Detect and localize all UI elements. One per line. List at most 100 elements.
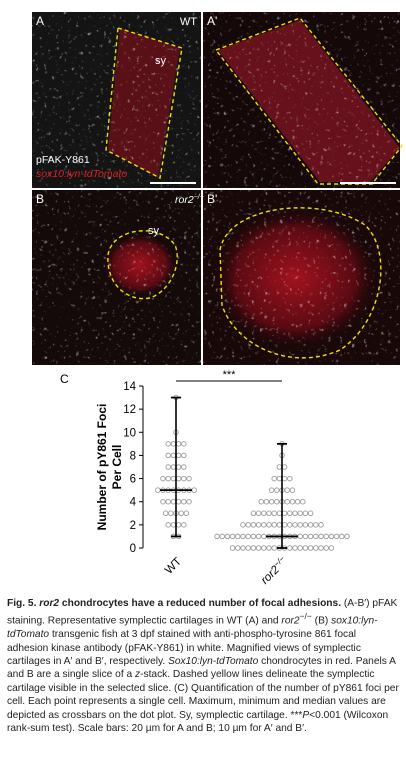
dot	[261, 533, 267, 540]
dot	[287, 475, 293, 482]
y-tick-label: 12	[123, 404, 136, 416]
dot	[307, 545, 314, 551]
caption-text: Fig. 5.	[7, 598, 40, 609]
dot	[302, 510, 309, 517]
dot	[292, 522, 298, 528]
genotype-name: ror2	[175, 194, 194, 206]
caption-text: chondrocytes have a reduced number of fo…	[59, 598, 342, 609]
dot	[268, 487, 275, 493]
dot	[300, 498, 306, 505]
x-tick-label: ror2−/−	[258, 554, 291, 587]
dot	[175, 452, 182, 459]
dot	[175, 475, 182, 482]
dot	[276, 464, 283, 470]
dot	[175, 498, 182, 505]
dot	[292, 510, 298, 517]
caption-text: ror2	[39, 598, 60, 609]
dot	[229, 545, 236, 551]
y-tick-label: 10	[123, 427, 136, 439]
panel-label: B	[36, 192, 44, 206]
dot	[276, 475, 283, 482]
dot	[250, 522, 257, 528]
genotype: WT	[180, 16, 197, 28]
caption-title: Fig. 5. ror2 chondrocytes have a reduced…	[7, 598, 341, 609]
dot	[175, 441, 182, 447]
dot	[170, 522, 177, 528]
dot	[165, 522, 171, 528]
dot	[219, 533, 225, 540]
dot	[170, 498, 177, 505]
dot	[245, 522, 251, 528]
dot	[240, 533, 246, 540]
y-tick-label: 14	[123, 381, 136, 393]
dot	[250, 510, 257, 517]
dot	[313, 522, 319, 528]
panel-label: A'	[207, 14, 217, 28]
dot	[323, 533, 329, 540]
dot	[281, 475, 288, 482]
dot	[297, 545, 303, 551]
dot	[168, 510, 174, 517]
dot	[160, 475, 166, 482]
dot	[297, 522, 303, 528]
dot-plot: C Number of pY861 Foci Per Cell 0 2 4 6 8 10 1…	[60, 369, 350, 587]
dot	[181, 522, 187, 528]
dot	[229, 533, 236, 540]
dot	[186, 475, 192, 482]
dot	[339, 533, 345, 540]
dot	[307, 533, 314, 540]
dot	[214, 533, 220, 540]
dot	[287, 522, 293, 528]
dot	[258, 498, 264, 505]
dot	[284, 498, 290, 505]
dot	[183, 510, 190, 517]
transgene-label: sox10:lyn-tdTomato	[36, 168, 127, 180]
dot	[250, 533, 257, 540]
dot	[297, 533, 303, 540]
dot	[261, 510, 267, 517]
dot	[181, 452, 187, 459]
dot	[268, 498, 275, 505]
micrographs: A WT sy A' pFAK-Y861 sox10:lyn-tdTomato …	[32, 12, 403, 365]
dot	[165, 498, 171, 505]
dot	[302, 522, 309, 528]
dot	[313, 533, 319, 540]
dot	[181, 475, 187, 482]
dot	[266, 510, 272, 517]
dot	[292, 545, 298, 551]
dot	[323, 545, 329, 551]
dot	[165, 452, 171, 459]
caption-text: sox10:lyn-tdTomato	[7, 615, 378, 641]
dot	[328, 533, 335, 540]
dot	[281, 522, 288, 528]
dot	[271, 510, 277, 517]
dot	[181, 441, 187, 447]
dot	[191, 487, 197, 493]
dot	[274, 487, 280, 493]
dot	[274, 498, 280, 505]
dot	[266, 522, 272, 528]
dot	[289, 498, 296, 505]
dot	[302, 545, 309, 551]
caption-text: (A-B′) pFAK staining. Representative sym…	[7, 598, 398, 627]
dot	[165, 475, 171, 482]
dot	[175, 522, 182, 528]
dot	[245, 545, 251, 551]
panel-label: A	[36, 14, 44, 28]
dot	[181, 498, 187, 505]
caption-text: transgenic fish at 3 dpf stained with an…	[7, 629, 361, 668]
caption-text: <0.001 (Wilcoxon rank-sum test). Scale b…	[7, 709, 389, 735]
dot	[245, 533, 251, 540]
dot	[318, 533, 324, 540]
category-name: WT	[163, 556, 184, 577]
dot	[181, 464, 187, 470]
dot	[276, 522, 283, 528]
stain-label: pFAK-Y861	[36, 154, 90, 166]
dot	[240, 522, 246, 528]
dot	[287, 510, 293, 517]
dot	[344, 533, 350, 540]
dot	[302, 533, 309, 540]
y-tick-label: 8	[130, 450, 136, 462]
dot	[284, 487, 290, 493]
caption-text: (B)	[311, 615, 332, 627]
